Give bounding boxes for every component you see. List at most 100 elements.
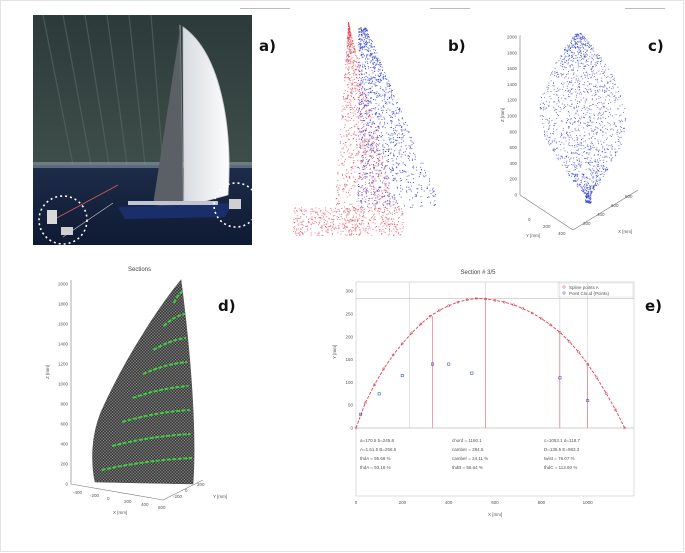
c-point: [548, 82, 550, 84]
c-point: [601, 121, 602, 122]
c-point: [577, 34, 579, 36]
c-point: [583, 113, 585, 114]
c-point: [574, 36, 576, 38]
c-point: [597, 81, 599, 83]
c-point: [592, 143, 593, 145]
c-point: [571, 173, 573, 175]
e-stat-line: thdA = 95.68 %: [360, 456, 391, 461]
c-point: [582, 37, 584, 39]
c-point: [614, 151, 616, 153]
c-point: [586, 201, 588, 203]
d-x-tick: -400: [73, 490, 83, 495]
c-point: [549, 125, 551, 126]
c-point: [568, 54, 570, 56]
c-point: [560, 55, 562, 56]
c-point: [577, 59, 579, 61]
c-point: [612, 85, 614, 87]
c-point: [583, 176, 585, 178]
c-point: [596, 175, 598, 177]
c-point: [586, 195, 587, 197]
c-point: [553, 89, 555, 90]
c-point: [574, 89, 576, 90]
c-point: [566, 122, 568, 124]
e-series-a-point: [484, 297, 488, 301]
c-point: [603, 142, 605, 144]
c-point: [597, 159, 598, 161]
e-series-a-point: [475, 297, 478, 300]
c-point: [582, 36, 584, 38]
e-stat-line: camber = 284.5: [452, 447, 484, 452]
c-point: [542, 93, 544, 95]
c-point: [610, 159, 612, 161]
c-x-tick: 600: [611, 203, 619, 208]
c-point: [563, 104, 565, 106]
c-point: [591, 162, 593, 163]
c-point: [587, 196, 588, 198]
c-point: [591, 99, 593, 101]
e-series-a-point: [558, 330, 562, 334]
c-point: [554, 140, 555, 142]
c-point: [610, 124, 612, 126]
c-point: [595, 175, 597, 176]
c-point: [583, 36, 585, 38]
c-point: [553, 82, 554, 84]
c-point: [597, 139, 599, 141]
c-point: [568, 143, 570, 145]
c-point: [589, 125, 590, 126]
c-point: [540, 107, 541, 109]
c-point: [585, 72, 587, 73]
c-point: [580, 161, 582, 163]
c-point: [572, 51, 573, 53]
e-y-tick: 150: [345, 357, 353, 362]
c-point: [550, 91, 552, 92]
c-point: [553, 107, 555, 109]
c-point: [543, 102, 544, 104]
c-point: [610, 145, 612, 147]
c-point: [569, 170, 571, 172]
c-point: [558, 157, 560, 159]
c-point: [577, 184, 579, 186]
c-point: [599, 174, 601, 176]
c-point: [570, 136, 572, 138]
c-point: [595, 159, 596, 161]
c-point: [598, 170, 599, 172]
c-point: [553, 101, 555, 103]
c-point: [575, 39, 576, 40]
c-point: [591, 190, 593, 192]
c-point: [561, 156, 563, 158]
c-point: [554, 110, 556, 112]
c-point: [577, 179, 579, 181]
c-point: [546, 101, 548, 103]
c-point: [571, 104, 573, 105]
c-point: [608, 112, 610, 113]
c-point: [589, 113, 591, 115]
c-point: [583, 56, 585, 57]
c-point: [595, 54, 597, 56]
c-point: [558, 105, 559, 107]
c-point: [541, 115, 543, 116]
c-point: [577, 66, 579, 68]
c-point: [583, 127, 585, 129]
panel-e-section-chart: Section # 3/5 Spline points A Point Clou…: [318, 262, 648, 520]
c-point: [608, 145, 610, 147]
c-point: [608, 90, 610, 91]
c-point: [591, 48, 592, 49]
c-point: [563, 58, 565, 60]
c-point: [611, 157, 613, 159]
c-point: [590, 88, 592, 90]
c-point: [602, 86, 604, 88]
c-point: [564, 47, 566, 49]
section-line: [101, 457, 193, 471]
c-point: [566, 160, 568, 162]
c-point: [587, 146, 589, 148]
c-point: [587, 162, 589, 164]
c-point: [606, 87, 607, 89]
c-point: [602, 147, 603, 149]
c-point: [615, 114, 617, 116]
c-point: [615, 155, 617, 157]
c-point: [590, 184, 592, 186]
c-point: [590, 69, 592, 70]
c-point: [584, 88, 586, 89]
c-point: [574, 108, 576, 110]
c-point: [558, 100, 560, 102]
